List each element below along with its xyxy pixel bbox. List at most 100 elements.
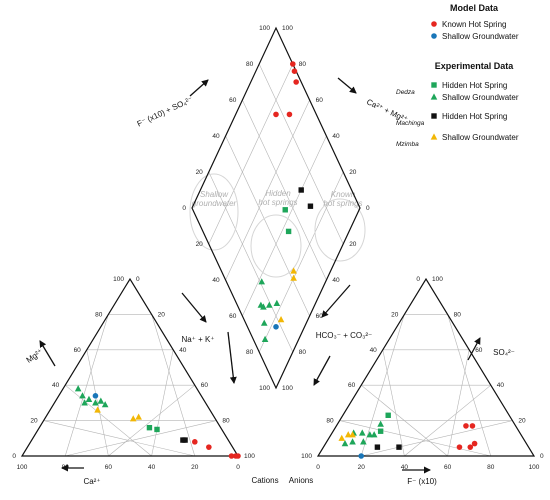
legend-group-label: Machinga — [396, 120, 425, 127]
legend-marker — [431, 113, 437, 119]
diamond-tick-label: 60 — [229, 97, 237, 104]
diamond-data-point — [277, 316, 285, 323]
diamond-data-point — [291, 68, 298, 74]
legend-item-label: Hidden Hot Spring — [442, 112, 507, 121]
data-points — [74, 61, 478, 459]
cation-tick-label: 0 — [136, 276, 140, 283]
diamond-tick-label: 100 — [282, 385, 293, 392]
axis-arrow — [181, 292, 207, 323]
diamond-gridline — [225, 99, 310, 281]
cation-data-point — [129, 415, 137, 422]
diamond-left-axis-label: F⁻ (x10) + SO₄²⁻ — [136, 95, 195, 129]
axis-arrow — [337, 77, 357, 94]
diamond-tick-label: 40 — [212, 133, 220, 140]
diamond-data-point — [273, 324, 279, 330]
anion-tick-label: 0 — [416, 276, 420, 283]
na-k-axis-label: Na⁺ + K⁺ — [181, 335, 214, 344]
legend-item-label: Hidden Hot Spring — [442, 81, 507, 90]
diamond-tick-label: 0 — [182, 205, 186, 212]
legend-marker — [430, 93, 438, 100]
cation-data-point — [182, 437, 188, 443]
anion-tick-label: 40 — [497, 382, 505, 389]
region-label: Known — [331, 190, 356, 199]
legend-item-label: Shallow Groundwater — [442, 32, 519, 41]
cation-data-point — [74, 385, 82, 392]
anion-tick-label: 80 — [454, 311, 462, 318]
cation-tick-label: 0 — [236, 464, 240, 471]
diamond-tick-label: 100 — [259, 385, 270, 392]
legend: Model Data Experimental Data Known Hot Spr… — [396, 3, 519, 148]
so4-axis-label: SO₄²⁻ — [493, 348, 515, 357]
legend-marker — [431, 21, 437, 27]
legend-item-label: Known Hot Spring — [442, 20, 506, 29]
axis-arrow — [189, 79, 209, 97]
diamond-tick-label: 40 — [332, 133, 340, 140]
axis-labels: F⁻ (x10) + SO₄²⁻ Ca²⁺ + Mg²⁺Na⁺ + K⁺ HCO₃⁻… — [25, 95, 515, 486]
diamond-data-point — [290, 274, 297, 281]
diamond-frame — [191, 26, 361, 390]
anion-tick-label: 20 — [391, 311, 399, 318]
anion-data-point — [360, 438, 367, 445]
grid-lines — [43, 63, 513, 457]
anion-data-point — [456, 444, 463, 450]
cation-data-point — [228, 453, 235, 459]
diamond-data-point — [285, 228, 292, 235]
anion-gridline — [339, 420, 491, 457]
anion-gridline — [447, 349, 470, 457]
diamond-gridline — [242, 135, 327, 317]
legend-marker — [430, 133, 438, 140]
anion-tick-label: 40 — [370, 347, 378, 354]
legend-group-label: Mzimba — [396, 141, 419, 148]
axis-arrow — [467, 337, 481, 361]
anion-gridline — [361, 420, 513, 457]
cation-tick-label: 80 — [222, 418, 230, 425]
diamond-data-point — [282, 207, 288, 213]
cation-data-point — [135, 413, 142, 420]
anion-tick-label: 80 — [326, 418, 334, 425]
cation-data-point — [97, 397, 105, 404]
legend-model-heading: Model Data — [450, 3, 499, 13]
anion-tick-label: 20 — [518, 418, 526, 425]
ca-axis-label: Ca²⁺ — [83, 477, 100, 486]
legend-experimental-heading: Experimental Data — [435, 61, 515, 71]
anion-tick-label: 100 — [301, 453, 312, 460]
diamond-data-point — [273, 111, 279, 118]
cation-tick-label: 20 — [30, 418, 38, 425]
region-label: Shallow — [200, 190, 229, 199]
anion-tick-label: 60 — [475, 347, 483, 354]
axis-arrow — [313, 355, 331, 386]
axis-arrows — [39, 77, 481, 474]
region-ellipse — [189, 173, 239, 251]
anion-tick-label: 100 — [529, 464, 540, 471]
anion-data-point — [358, 453, 365, 459]
diamond-gridline — [225, 135, 310, 317]
diamond-gridline — [242, 99, 327, 281]
cation-tick-label: 100 — [17, 464, 28, 471]
diamond-tick-label: 20 — [196, 169, 204, 176]
anion-data-point — [338, 434, 346, 441]
anion-tick-label: 80 — [487, 464, 495, 471]
region-ellipse — [314, 198, 366, 262]
cation-data-point — [101, 401, 109, 408]
cation-data-point — [92, 393, 99, 399]
cation-tick-label: 60 — [201, 382, 209, 389]
anion-data-point — [370, 431, 378, 438]
diamond-data-point — [293, 79, 299, 85]
cation-gridline — [151, 314, 196, 457]
anion-tick-label: 20 — [358, 464, 366, 471]
cation-tick-label: 20 — [191, 464, 199, 471]
anion-data-point — [366, 431, 374, 438]
diamond-gridline — [258, 63, 344, 245]
anion-gridline — [447, 314, 492, 457]
anion-data-point — [377, 428, 384, 434]
cation-tick-label: 40 — [148, 464, 156, 471]
diamond-tick-label: 80 — [299, 61, 307, 68]
diamond-data-point — [260, 319, 268, 326]
diamond-data-point — [265, 301, 273, 308]
anion-gridline — [361, 384, 448, 457]
legend-group-label: Dedza — [396, 89, 415, 96]
cation-data-point — [154, 426, 160, 433]
diamond-tick-label: 100 — [259, 25, 270, 32]
legend-marker — [431, 33, 437, 39]
anion-tick-label: 60 — [348, 382, 356, 389]
